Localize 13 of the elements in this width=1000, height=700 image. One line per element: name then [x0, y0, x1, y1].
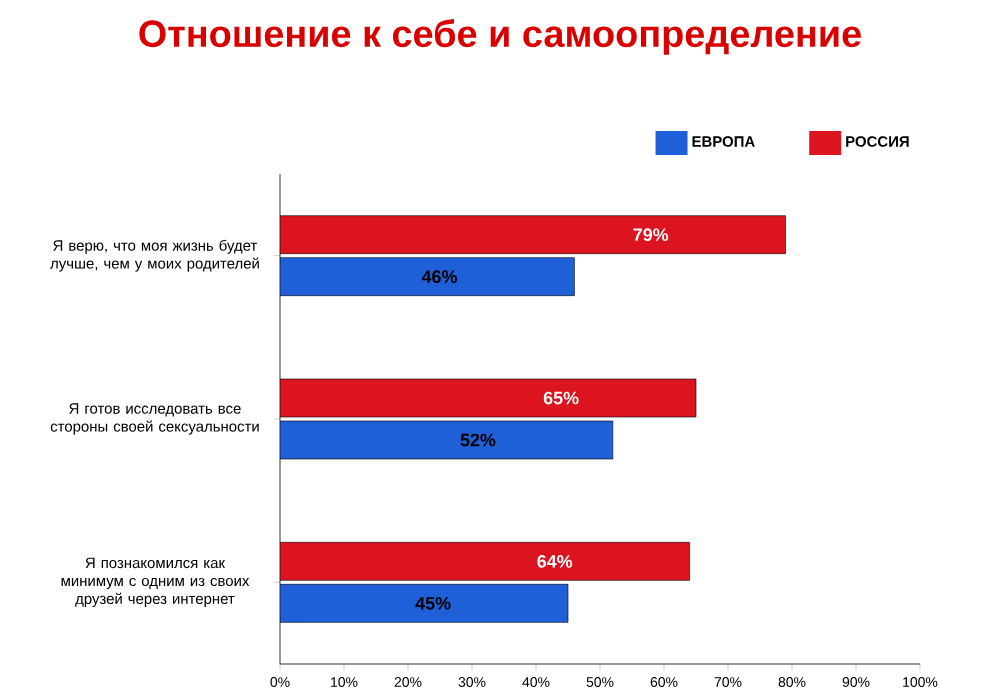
data-label: 46%	[421, 270, 457, 284]
data-label: 52%	[460, 433, 496, 447]
bar	[280, 378, 697, 418]
data-label: 79%	[633, 228, 669, 242]
bar	[280, 257, 575, 296]
chart-title: Отношение к себе и самоопределение	[139, 19, 861, 55]
data-label: 65%	[543, 391, 579, 405]
bar	[280, 420, 614, 460]
bar	[280, 584, 569, 623]
data-label: 45%	[415, 597, 451, 610]
data-label: 64%	[537, 554, 573, 568]
bar	[280, 215, 786, 254]
bar	[280, 542, 690, 581]
